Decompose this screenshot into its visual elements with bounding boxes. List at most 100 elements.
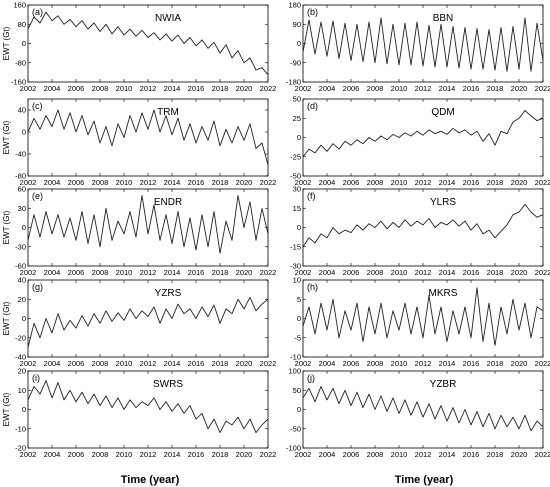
x-tick-label: 2002 bbox=[20, 84, 37, 93]
x-tick-label: 2012 bbox=[140, 84, 157, 93]
x-tick-label: 2004 bbox=[44, 359, 61, 368]
x-tick-label: 2004 bbox=[44, 450, 61, 459]
y-tick-label: 0 bbox=[297, 133, 301, 142]
x-tick-label: 2016 bbox=[463, 268, 480, 277]
y-tick-label: 100 bbox=[288, 367, 301, 376]
x-tick-label: 2006 bbox=[68, 84, 85, 93]
panel-label: (a) bbox=[32, 7, 43, 17]
panel-title: YLRS bbox=[430, 197, 456, 208]
x-tick-label: 2014 bbox=[439, 178, 456, 187]
x-tick-label: 2006 bbox=[343, 359, 360, 368]
y-tick-label: 30 bbox=[18, 204, 26, 213]
x-tick-label: 2010 bbox=[116, 268, 133, 277]
x-tick-label: 2022 bbox=[260, 450, 277, 459]
plot-frame bbox=[27, 188, 269, 267]
x-tick-label: 2014 bbox=[164, 450, 181, 459]
y-tick-label: -180 bbox=[286, 78, 301, 87]
x-tick-label: 2016 bbox=[188, 84, 205, 93]
x-tick-label: 2018 bbox=[487, 268, 504, 277]
x-tick-label: 2002 bbox=[295, 268, 312, 277]
x-tick-label: 2020 bbox=[236, 84, 253, 93]
x-tick-label: 2004 bbox=[319, 450, 336, 459]
x-tick-label: 2016 bbox=[463, 84, 480, 93]
x-tick-label: 2010 bbox=[391, 359, 408, 368]
x-tick-label: 2018 bbox=[212, 178, 229, 187]
y-tick-label: -25 bbox=[290, 152, 301, 161]
x-tick-label: 2004 bbox=[44, 84, 61, 93]
y-tick-label: -60 bbox=[15, 262, 26, 271]
y-tick-label: 15 bbox=[293, 204, 301, 213]
x-tick-label: 2020 bbox=[511, 450, 528, 459]
panel-endr: 2002 2004 2006 2008 2010 2012 2014 2016 2018 2020… bbox=[2, 185, 276, 278]
plot-frame bbox=[27, 370, 269, 449]
panel-label: (d) bbox=[307, 101, 318, 111]
y-tick-label: 90 bbox=[293, 20, 301, 29]
x-tick-label: 2002 bbox=[20, 359, 37, 368]
y-tick-label: -100 bbox=[286, 444, 301, 453]
y-tick-label: 60 bbox=[18, 185, 26, 194]
series-line bbox=[27, 296, 269, 348]
x-tick-label: 2018 bbox=[212, 268, 229, 277]
x-tick-label: 2014 bbox=[164, 268, 181, 277]
panel-label: (h) bbox=[307, 282, 318, 292]
panel-yzrs: 2002 2004 2006 2008 2010 2012 2014 2016 2018 2020… bbox=[2, 276, 276, 369]
x-tick-label: 2016 bbox=[188, 359, 205, 368]
y-tick-label: -10 bbox=[290, 353, 301, 362]
y-tick-label: 50 bbox=[293, 95, 301, 104]
panel-qdm: 2002 2004 2006 2008 2010 2012 2014 2016 2018 2020… bbox=[290, 95, 550, 188]
y-tick-label: -50 bbox=[290, 424, 301, 433]
y-tick-label: -50 bbox=[290, 172, 301, 181]
panel-label: (f) bbox=[307, 191, 316, 201]
x-tick-label: 2004 bbox=[319, 84, 336, 93]
x-tick-label: 2022 bbox=[260, 359, 277, 368]
x-tick-label: 2014 bbox=[164, 84, 181, 93]
x-tick-label: 2020 bbox=[236, 268, 253, 277]
x-tick-label: 2006 bbox=[68, 359, 85, 368]
x-tick-label: 2002 bbox=[295, 450, 312, 459]
x-tick-label: 2018 bbox=[212, 450, 229, 459]
y-tick-label: 80 bbox=[18, 20, 26, 29]
panel-swrs: 2002 2004 2006 2008 2010 2012 2014 2016 2018 2020… bbox=[2, 367, 276, 460]
y-tick-label: 50 bbox=[293, 386, 301, 395]
plot-frame bbox=[302, 98, 544, 177]
series-line bbox=[302, 17, 544, 72]
panel-label: (g) bbox=[32, 282, 43, 292]
x-tick-label: 2004 bbox=[319, 178, 336, 187]
x-tick-label: 2002 bbox=[295, 178, 312, 187]
panel-title: ENDR bbox=[154, 197, 182, 208]
x-tick-label: 2010 bbox=[391, 268, 408, 277]
panel-bbn: 2002 2004 2006 2008 2010 2012 2014 2016 2018 2020… bbox=[286, 1, 550, 94]
y-axis-label: EWT (Gt) bbox=[2, 120, 11, 154]
y-tick-label: 0 bbox=[297, 223, 301, 232]
x-tick-label: 2004 bbox=[44, 268, 61, 277]
x-tick-label: 2004 bbox=[319, 268, 336, 277]
y-tick-label: -40 bbox=[15, 150, 26, 159]
x-tick-label: 2020 bbox=[236, 450, 253, 459]
x-tick-label: 2010 bbox=[116, 84, 133, 93]
y-tick-label: 0 bbox=[297, 39, 301, 48]
plot-frame bbox=[302, 279, 544, 358]
series-line bbox=[27, 11, 269, 76]
x-tick-label: 2018 bbox=[487, 359, 504, 368]
x-tick-label: 2002 bbox=[20, 268, 37, 277]
x-tick-label: 2014 bbox=[439, 84, 456, 93]
x-tick-label: 2002 bbox=[20, 450, 37, 459]
y-axis-label: EWT (Gt) bbox=[2, 26, 11, 60]
y-tick-label: -40 bbox=[15, 353, 26, 362]
y-tick-label: -5 bbox=[294, 333, 301, 342]
x-tick-label: 2020 bbox=[511, 359, 528, 368]
x-tick-label: 2016 bbox=[188, 450, 205, 459]
x-tick-label: 2022 bbox=[260, 268, 277, 277]
series-line bbox=[27, 109, 269, 166]
x-tick-label: 2022 bbox=[535, 84, 550, 93]
x-tick-label: 2022 bbox=[535, 359, 550, 368]
y-tick-label: -160 bbox=[11, 78, 26, 87]
x-tick-label: 2018 bbox=[487, 450, 504, 459]
y-tick-label: 0 bbox=[297, 314, 301, 323]
panel-mkrs: 2002 2004 2006 2008 2010 2012 2014 2016 2018 2020… bbox=[290, 276, 550, 369]
series-line bbox=[27, 194, 269, 254]
x-tick-label: 2012 bbox=[415, 268, 432, 277]
panel-label: (b) bbox=[307, 7, 318, 17]
x-tick-label: 2008 bbox=[92, 84, 109, 93]
x-tick-label: 2006 bbox=[343, 84, 360, 93]
